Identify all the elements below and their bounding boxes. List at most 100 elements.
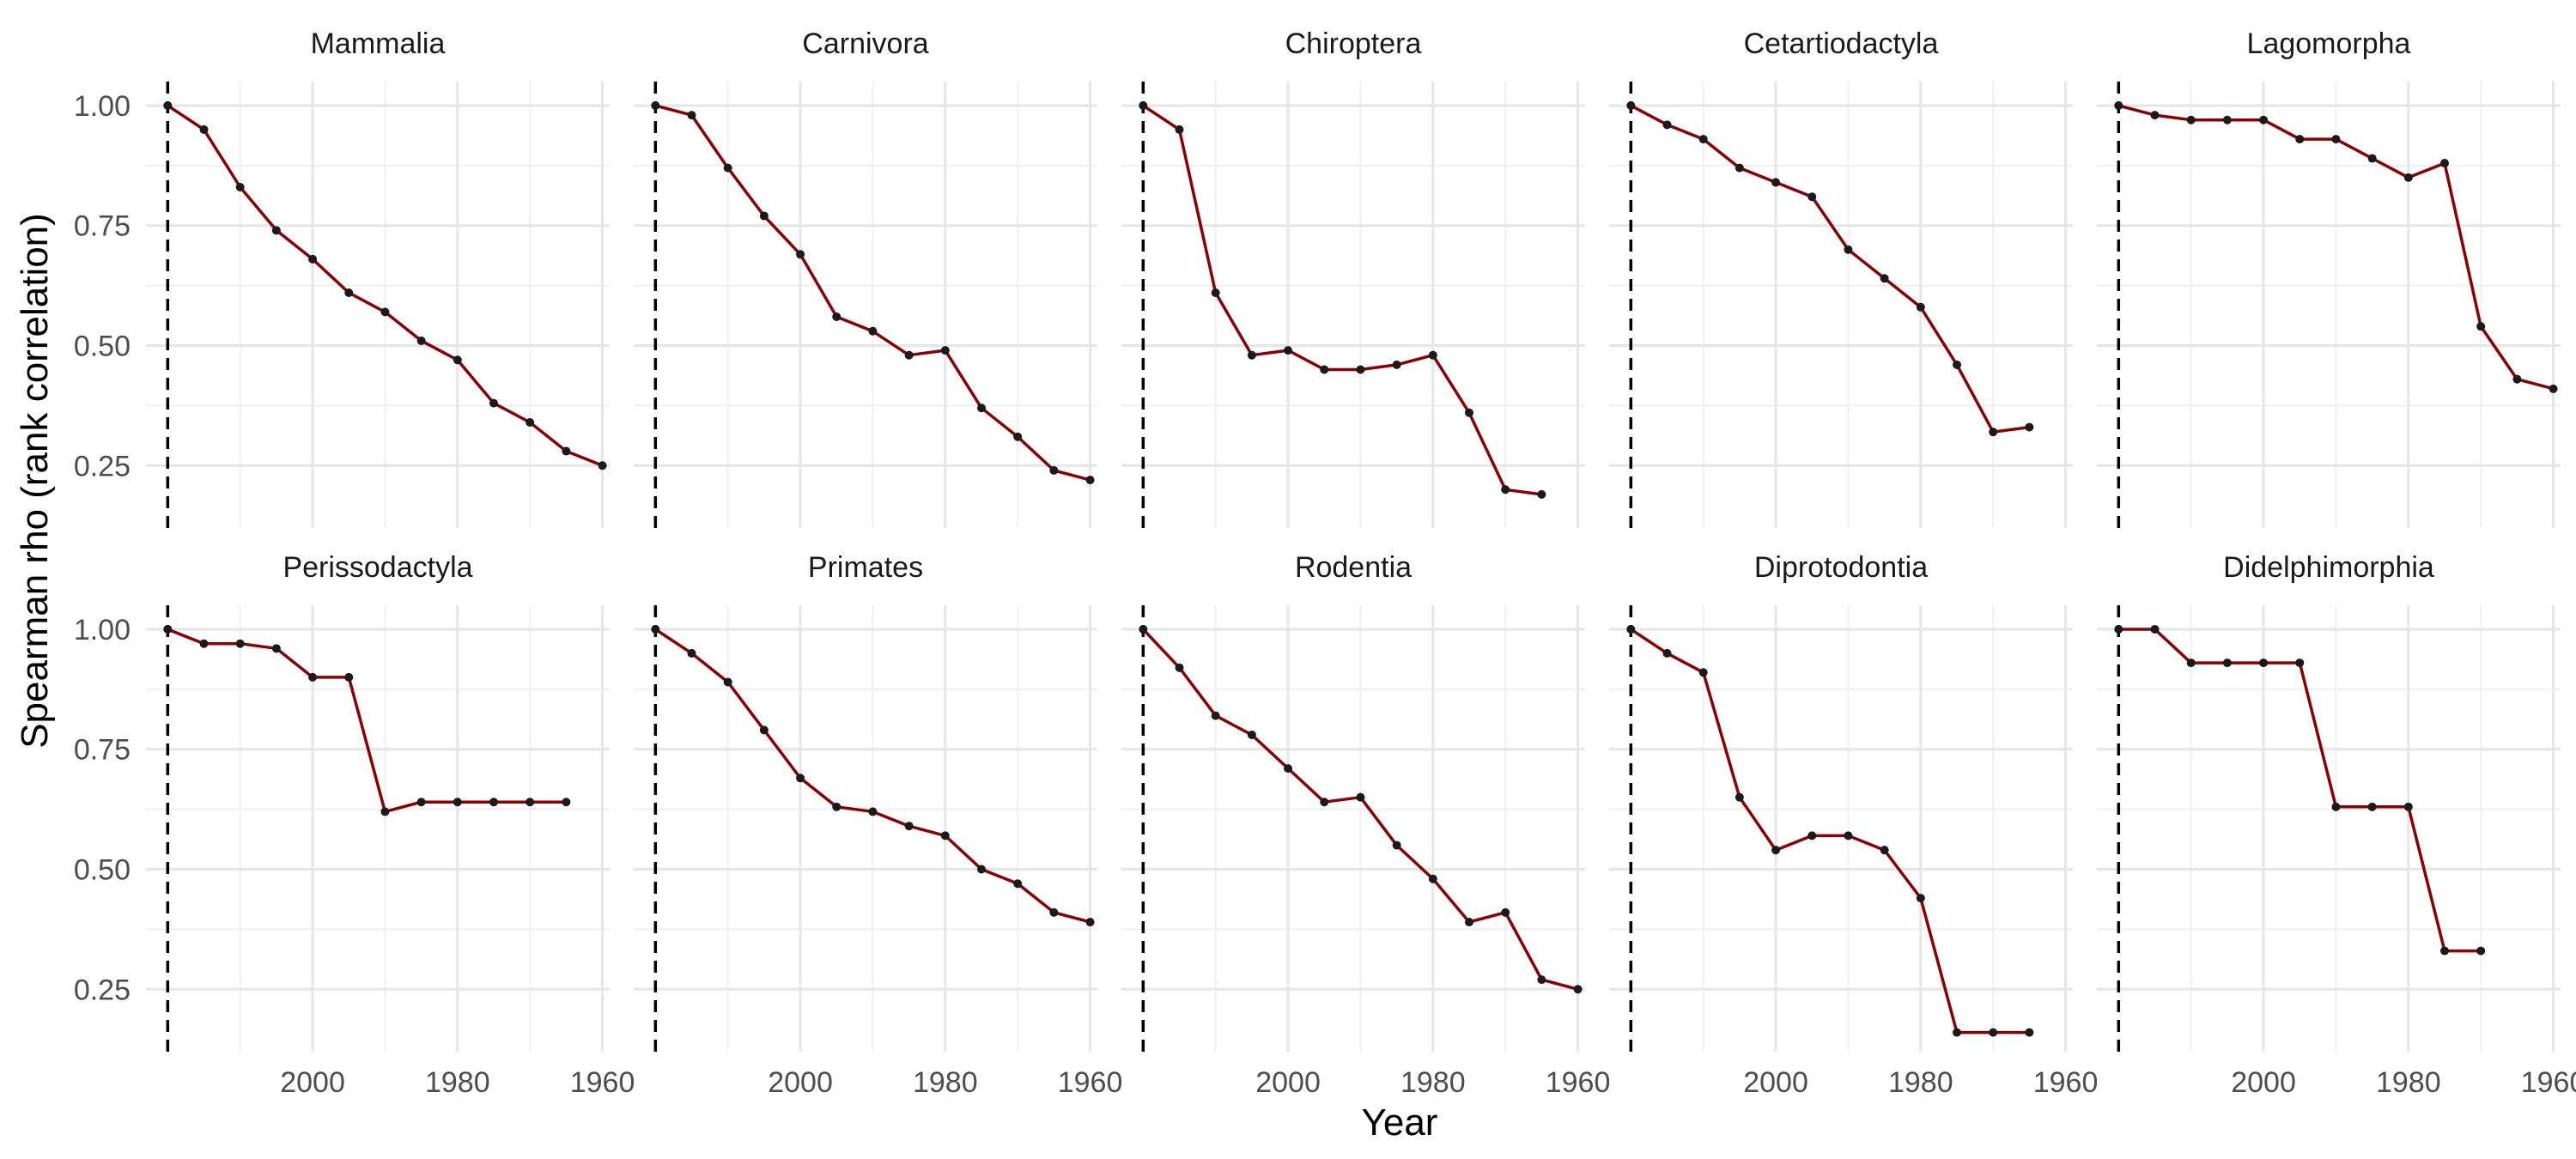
data-point xyxy=(1735,792,1744,802)
data-point xyxy=(1916,302,1925,312)
data-point xyxy=(1465,408,1473,417)
data-point xyxy=(526,798,535,807)
data-point xyxy=(1880,274,1889,283)
data-point xyxy=(416,336,426,345)
panels-layer: Mammalia 0.25 0.50 0.75 1.00 Carnivora Chiropt… xyxy=(74,27,2576,1099)
facet-title: Diprotodontia xyxy=(1754,551,1928,584)
data-point xyxy=(199,639,209,648)
x-tick-label: 2000 xyxy=(1743,1066,1808,1099)
y-tick-label: 0.25 xyxy=(74,974,131,1006)
data-point xyxy=(2186,115,2196,124)
data-point xyxy=(1537,975,1546,985)
data-point xyxy=(977,865,986,874)
series-line xyxy=(167,628,567,814)
data-point xyxy=(2367,154,2377,163)
data-point xyxy=(1465,918,1473,927)
data-point xyxy=(271,644,281,653)
data-point xyxy=(2222,658,2232,668)
data-point xyxy=(1698,668,1708,677)
x-tick-label: 1960 xyxy=(1058,1066,1123,1099)
data-point xyxy=(2222,115,2232,124)
data-point xyxy=(344,672,354,682)
data-point xyxy=(1085,476,1095,485)
data-point xyxy=(271,226,281,235)
data-point xyxy=(2512,374,2522,384)
facet-title: Rodentia xyxy=(1295,551,1412,584)
facet-panel: Diprotodontia 2000 1980 1960 xyxy=(1609,551,2098,1099)
data-point xyxy=(1735,163,1744,173)
facet-title: Chiroptera xyxy=(1285,27,1422,60)
data-point xyxy=(687,111,696,120)
data-point xyxy=(1807,831,1817,840)
data-point xyxy=(453,355,462,365)
facet-title: Carnivora xyxy=(802,27,928,60)
data-point xyxy=(1537,489,1546,499)
data-point xyxy=(489,798,498,807)
data-point xyxy=(2025,422,2034,432)
data-point xyxy=(2295,658,2305,668)
facet-panel: Cetartiodactyla xyxy=(1609,27,2073,528)
data-point xyxy=(1284,764,1293,774)
data-point xyxy=(832,312,841,321)
data-point xyxy=(940,346,950,355)
data-point xyxy=(1013,432,1023,441)
data-point xyxy=(2114,624,2123,634)
data-point xyxy=(1211,288,1220,298)
data-point xyxy=(1139,100,1148,110)
data-point xyxy=(1049,465,1059,475)
facet-panel: Primates 2000 1980 1960 xyxy=(634,551,1122,1099)
data-point xyxy=(344,288,354,298)
data-point xyxy=(1247,350,1256,360)
data-point xyxy=(199,124,209,134)
data-point xyxy=(2295,135,2305,144)
x-tick-label: 1960 xyxy=(2033,1066,2099,1099)
data-point xyxy=(940,831,950,840)
data-point xyxy=(526,417,535,427)
data-point xyxy=(163,624,173,634)
data-point xyxy=(308,254,318,264)
data-point xyxy=(1013,879,1023,889)
data-point xyxy=(1916,894,1925,903)
data-point xyxy=(1211,711,1220,720)
y-tick-label: 0.75 xyxy=(74,210,131,243)
x-axis-title: Year xyxy=(1362,1101,1438,1144)
data-point xyxy=(687,648,696,658)
data-point xyxy=(163,100,173,110)
data-point xyxy=(1501,485,1510,495)
data-point xyxy=(1989,1028,1998,1037)
data-point xyxy=(1247,730,1256,739)
data-point xyxy=(380,307,390,317)
data-point xyxy=(1573,985,1583,994)
facet-panel: Rodentia 2000 1980 1960 xyxy=(1121,551,1610,1099)
data-point xyxy=(2331,135,2341,144)
facet-panel: Carnivora xyxy=(634,27,1097,528)
data-point xyxy=(1771,178,1781,187)
data-point xyxy=(1320,798,1329,807)
y-tick-label: 0.75 xyxy=(74,734,131,767)
series-line xyxy=(2118,628,2482,953)
facet-title: Mammalia xyxy=(311,27,446,60)
data-point xyxy=(1844,245,1853,254)
facet-title: Cetartiodactyla xyxy=(1744,27,1939,60)
x-tick-label: 1960 xyxy=(570,1066,635,1099)
data-point xyxy=(416,798,426,807)
facet-panel: Didelphimorphia 2000 1980 1960 xyxy=(2097,551,2576,1099)
data-point xyxy=(651,624,660,634)
data-point xyxy=(2367,802,2377,811)
facet-title: Perissodactyla xyxy=(283,551,472,584)
data-point xyxy=(1626,100,1636,110)
data-point xyxy=(2259,658,2269,668)
data-point xyxy=(489,398,498,408)
data-point xyxy=(1953,1028,1961,1037)
series-line xyxy=(1630,104,2030,434)
data-point xyxy=(1392,840,1401,850)
data-point xyxy=(2150,624,2160,634)
data-point xyxy=(2440,946,2449,956)
y-tick-label: 0.50 xyxy=(74,331,131,363)
x-tick-label: 1960 xyxy=(1546,1066,1611,1099)
facet-title: Primates xyxy=(808,551,923,584)
x-tick-label: 2000 xyxy=(1255,1066,1321,1099)
data-point xyxy=(832,802,841,811)
data-point xyxy=(1428,350,1437,360)
